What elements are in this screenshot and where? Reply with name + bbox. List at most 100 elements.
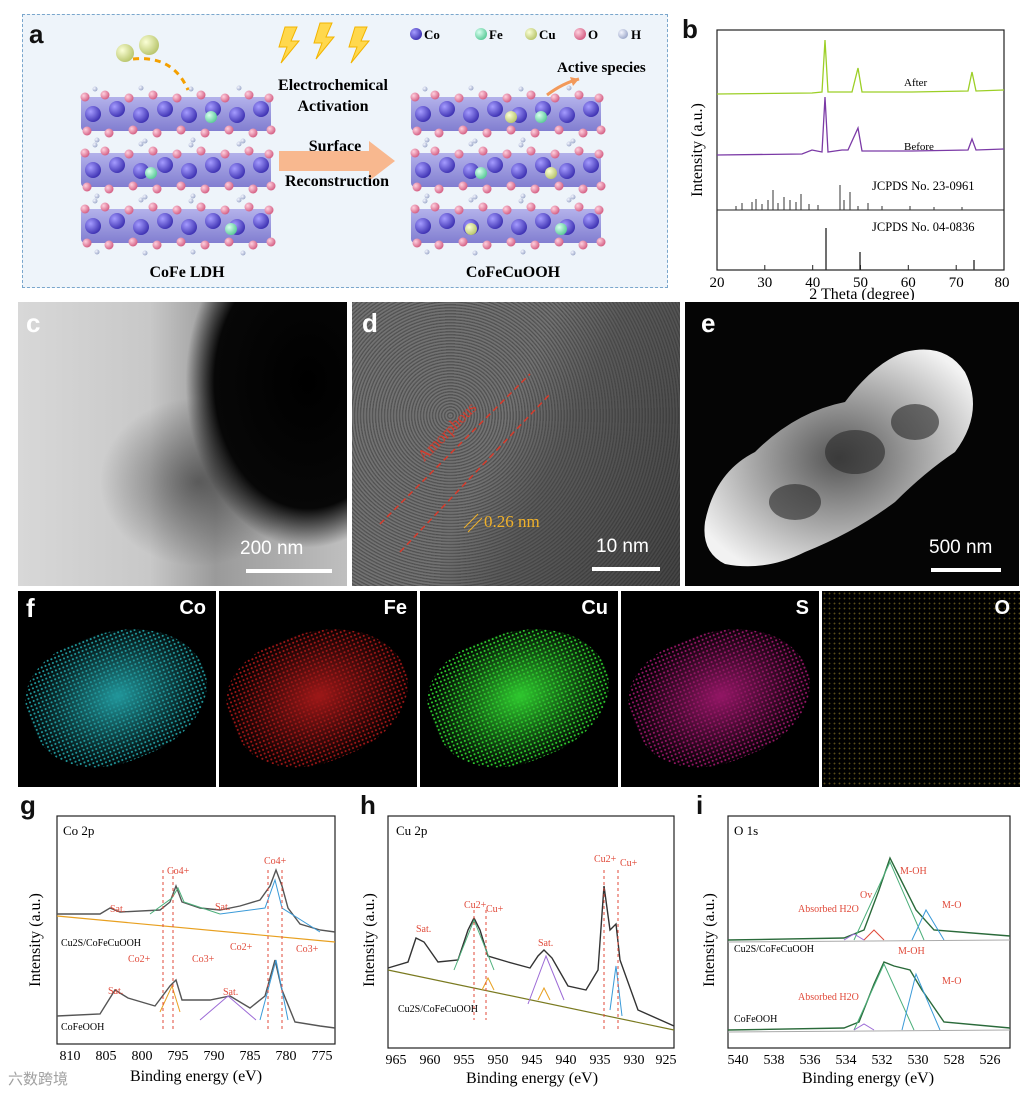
svg-text:20: 20: [710, 275, 725, 291]
ann-g-co3b: Co3+: [296, 944, 319, 955]
ann-h-cub: Cu+: [620, 858, 638, 869]
o1s-ylabel: Intensity (a.u.): [701, 893, 718, 987]
co2p-chart: Co 2p Sat. Sat. Sat. Sat. Co4+ Co4+ Co2+…: [27, 815, 336, 1085]
legend-cu: Cu: [539, 27, 556, 42]
watermark: 六数跨境: [8, 1070, 69, 1088]
xrd-after-line: [716, 39, 1005, 95]
svg-text:805: 805: [96, 1049, 117, 1064]
panel-c-tem: c 200 nm: [18, 302, 347, 586]
panel-i-o1s: i O 1s M-OH M-O Ov Absorbed H2O M-OH M-O…: [694, 790, 1020, 1090]
scale-bar-c: [246, 569, 332, 573]
eds-label-co: Co: [179, 597, 206, 619]
cu2p-title: Cu 2p: [396, 823, 427, 838]
ann-i-abs2: Absorbed H2O: [798, 992, 859, 1003]
eds-label-fe: Fe: [383, 597, 407, 619]
co2p-ylabel: Intensity (a.u.): [27, 893, 44, 987]
ann-h-cu2a: Cu2+: [464, 900, 487, 911]
svg-text:540: 540: [728, 1053, 749, 1068]
legend-co: Co: [424, 27, 440, 42]
svg-text:80: 80: [995, 275, 1010, 291]
reconstruction-label: Reconstruction: [285, 173, 389, 190]
svg-text:70: 70: [949, 275, 964, 291]
svg-text:955: 955: [454, 1053, 475, 1068]
ann-h-cu2b: Cu2+: [594, 854, 617, 865]
eds-map-s: S: [621, 591, 819, 787]
panel-h-cu2p: h Cu 2p Sat. Sat. Cu2+ Cu+ Cu2+ Cu+ Cu2S…: [358, 790, 688, 1090]
scale-bar-d: [592, 567, 660, 571]
after-label: After: [904, 77, 928, 89]
surface-label: Surface: [309, 138, 361, 155]
legend-h: H: [631, 27, 641, 42]
svg-text:925: 925: [656, 1053, 677, 1068]
svg-text:534: 534: [836, 1053, 857, 1068]
panel-label-h: h: [360, 790, 376, 820]
ann-g-co2b: Co2+: [230, 942, 253, 953]
o1s-xlabel: Binding energy (eV): [802, 1070, 934, 1087]
panel-a: Co Fe Cu O H Electrochemical Activation …: [22, 14, 668, 288]
svg-text:530: 530: [908, 1053, 929, 1068]
eds-map-cu: Cu: [420, 591, 618, 787]
svg-text:795: 795: [168, 1049, 189, 1064]
svg-text:965: 965: [386, 1053, 407, 1068]
lattice-spacing-label: 0.26 nm: [484, 512, 540, 531]
ann-i-ov: Ov: [860, 890, 872, 901]
svg-text:790: 790: [204, 1049, 225, 1064]
svg-text:528: 528: [944, 1053, 965, 1068]
o1s-title: O 1s: [734, 823, 758, 838]
xrd-xlabel: 2 Theta (degree): [809, 286, 914, 300]
panel-label-b: b: [682, 14, 698, 44]
activation-line1: Electrochemical: [278, 77, 388, 94]
panel-label-e: e: [701, 308, 716, 338]
cu2p-chart: Cu 2p Sat. Sat. Cu2+ Cu+ Cu2+ Cu+ Cu2S/C…: [361, 815, 677, 1087]
xrd-xticks: 20 30 40 50 60 70 80: [710, 275, 1010, 291]
svg-text:532: 532: [872, 1053, 893, 1068]
left-material-name: CoFe LDH: [149, 264, 225, 281]
svg-text:30: 30: [757, 275, 772, 291]
panel-b: b After Before JCPDS No. 23-0961 JCPDS N…: [672, 10, 1022, 300]
ann-i-abs1: Absorbed H2O: [798, 904, 859, 915]
cu2p-xticks: 965 960 955 950 945 940 935 930 925: [386, 1053, 677, 1068]
o1s-bottom-sample: CoFeOOH: [734, 1014, 777, 1025]
panel-g-co2p: g Co 2p Sat. Sat. Sat. Sat. Co4+ Co4+ Co…: [20, 790, 350, 1090]
co2p-xticks: 810 805 800 795 790 785 780 775: [60, 1049, 333, 1064]
svg-text:40: 40: [805, 275, 820, 291]
ann-i-mo2: M-O: [942, 976, 961, 987]
svg-text:940: 940: [556, 1053, 577, 1068]
svg-text:538: 538: [764, 1053, 785, 1068]
ref1-sticks: [735, 185, 963, 210]
svg-text:50: 50: [853, 275, 868, 291]
xrd-chart: After Before JCPDS No. 23-0961 JCPDS No.…: [689, 29, 1010, 300]
ref2-sticks: [825, 228, 975, 270]
svg-text:800: 800: [132, 1049, 153, 1064]
legend-fe: Fe: [489, 27, 503, 42]
scale-text-d: 10 nm: [596, 536, 649, 557]
panel-label-g: g: [20, 790, 36, 820]
ann-g-co4b: Co4+: [264, 856, 287, 867]
cu2p-sample: Cu2S/CoFeCuOOH: [398, 1004, 478, 1015]
scale-text-e: 500 nm: [929, 537, 993, 558]
scale-bar-e: [931, 568, 1001, 572]
panel-d-hrtem: d Amorphous 0.26 nm 10 nm: [352, 302, 680, 586]
legend-o: O: [588, 27, 598, 42]
ann-g-sat4: Sat.: [223, 987, 238, 998]
ann-g-co3a: Co3+: [192, 954, 215, 965]
svg-text:930: 930: [624, 1053, 645, 1068]
cu2p-xlabel: Binding energy (eV): [466, 1070, 598, 1087]
co2p-title: Co 2p: [63, 823, 94, 838]
panel-label-c: c: [26, 308, 41, 338]
svg-text:950: 950: [488, 1053, 509, 1068]
svg-text:960: 960: [420, 1053, 441, 1068]
o1s-xticks: 540 538 536 534 532 530 528 526: [728, 1053, 1001, 1068]
cu2p-ylabel: Intensity (a.u.): [361, 893, 378, 987]
eds-label-o: O: [994, 597, 1010, 619]
ann-g-sat1: Sat.: [110, 904, 125, 915]
ref2-label: JCPDS No. 04-0836: [872, 220, 974, 234]
ann-i-moh1: M-OH: [900, 866, 927, 877]
svg-text:785: 785: [240, 1049, 261, 1064]
ref1-label: JCPDS No. 23-0961: [872, 179, 974, 193]
amorphous-label: Amorphous: [415, 399, 480, 464]
svg-text:945: 945: [522, 1053, 543, 1068]
scale-text-c: 200 nm: [240, 538, 304, 559]
ann-g-co2a: Co2+: [128, 954, 151, 965]
svg-text:935: 935: [590, 1053, 611, 1068]
